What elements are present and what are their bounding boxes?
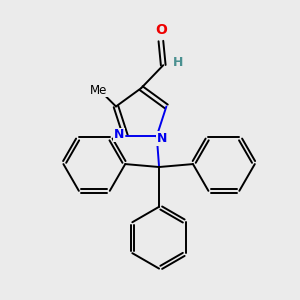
Text: Me: Me bbox=[90, 84, 107, 97]
Text: N: N bbox=[157, 132, 167, 145]
Text: O: O bbox=[155, 22, 167, 37]
Text: H: H bbox=[173, 56, 183, 69]
Text: N: N bbox=[114, 128, 124, 141]
